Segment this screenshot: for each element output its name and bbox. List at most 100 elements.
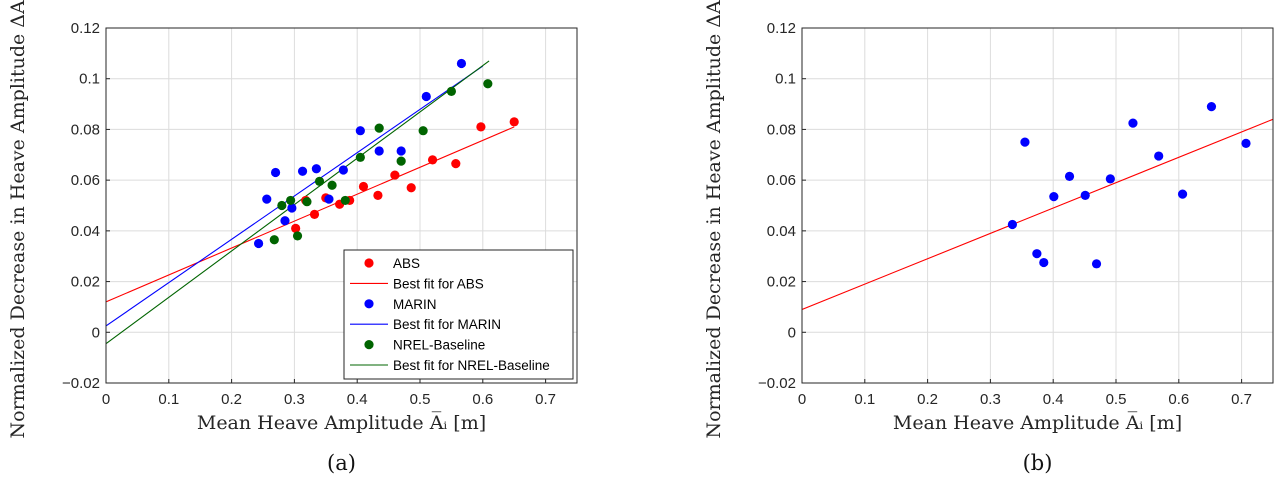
fit-line	[106, 65, 484, 327]
data-point	[1064, 171, 1075, 181]
chart-panel-b: 0 0.1 0.2 0.3 0.4 0.5 0.6 0.7−0.0200.020.040.06…	[703, 0, 1274, 475]
y-tick-label: 0	[92, 324, 100, 341]
y-tick-label: 0	[788, 324, 796, 341]
data-point	[254, 238, 264, 249]
plot-area	[802, 102, 1273, 310]
data-point	[277, 200, 287, 211]
legend-entry-label: ABS	[393, 256, 420, 271]
data-point	[390, 170, 400, 180]
data-point	[1128, 118, 1138, 128]
data-point	[311, 164, 321, 174]
data-point	[287, 203, 297, 213]
data-point	[355, 126, 365, 136]
data-point	[286, 195, 296, 206]
x-tick-label: 0.6	[1168, 391, 1189, 408]
data-point	[314, 176, 325, 187]
data-point	[373, 190, 383, 200]
data-point	[427, 155, 438, 165]
data-point	[340, 195, 350, 206]
fit-line	[802, 118, 1273, 310]
x-tick-label: 0.5	[1106, 391, 1127, 408]
data-point	[476, 122, 486, 132]
data-point	[509, 117, 519, 127]
x-tick-label: 0.1	[158, 391, 179, 408]
legend-marker	[364, 299, 374, 309]
data-point	[280, 216, 290, 226]
y-tick-label: −0.02	[62, 375, 100, 392]
panel-label: (a)	[327, 451, 356, 475]
data-point	[1080, 190, 1090, 200]
data-point	[292, 231, 303, 241]
y-tick-label: 0.04	[71, 223, 100, 240]
data-point	[406, 183, 416, 193]
data-point	[374, 146, 384, 156]
data-point	[446, 86, 456, 96]
data-point	[1154, 151, 1164, 161]
data-point	[302, 197, 312, 207]
data-point	[358, 181, 369, 192]
data-point	[338, 165, 348, 175]
legend-entry-label: Best fit for NREL-Baseline	[393, 358, 550, 373]
legend-entry-label: Best fit for MARIN	[393, 317, 501, 332]
legend-entry-label: Best fit for ABS	[393, 276, 484, 291]
data-point	[309, 209, 320, 219]
fit-line	[106, 60, 490, 345]
x-tick-label: 0.4	[1043, 391, 1064, 408]
y-tick-label: 0.02	[767, 274, 796, 291]
legend-box	[343, 249, 574, 380]
x-tick-label: 0.2	[917, 391, 938, 408]
data-point	[324, 194, 334, 204]
data-point	[1049, 192, 1059, 202]
y-tick-label: −0.02	[758, 375, 796, 392]
x-tick-label: 0	[102, 391, 110, 408]
panel-label: (b)	[1023, 451, 1053, 475]
data-point	[1007, 219, 1017, 230]
x-tick-label: 0.4	[347, 391, 368, 408]
legend-entry-label: NREL-Baseline	[393, 338, 485, 353]
data-point	[1091, 259, 1102, 269]
data-point	[374, 123, 384, 133]
data-point	[270, 167, 281, 178]
data-point	[291, 223, 301, 233]
y-axis-label: Normalized Decrease in Heave Amplitude Δ…	[7, 0, 29, 439]
data-point	[483, 79, 493, 89]
data-point	[418, 126, 428, 136]
data-point	[1032, 249, 1042, 259]
plot-area	[106, 58, 519, 345]
legend-marker	[364, 258, 374, 268]
y-tick-label: 0.06	[767, 172, 796, 189]
x-tick-label: 0.1	[854, 391, 875, 408]
x-tick-label: 0.3	[284, 391, 305, 408]
data-point	[1206, 102, 1217, 112]
legend-entry-label: MARIN	[393, 297, 437, 312]
data-point	[1241, 138, 1251, 148]
data-point	[396, 146, 406, 156]
x-tick-label: 0.7	[535, 391, 556, 408]
x-tick-label: 0.3	[980, 391, 1001, 408]
data-point	[269, 235, 279, 245]
data-point	[355, 152, 365, 162]
y-tick-label: 0.1	[775, 71, 796, 88]
x-axis-label: Mean Heave Amplitude A̅ᵢ [m]	[197, 412, 486, 434]
data-point	[451, 159, 461, 169]
x-tick-label: 0.5	[410, 391, 431, 408]
data-point	[1105, 174, 1115, 184]
data-point	[327, 180, 337, 190]
y-axis-label: Normalized Decrease in Heave Amplitude Δ…	[703, 0, 725, 439]
data-point	[421, 91, 431, 102]
x-tick-label: 0.2	[221, 391, 242, 408]
axes-box	[801, 27, 1274, 384]
y-tick-label: 0.08	[71, 121, 100, 138]
y-tick-label: 0.12	[71, 20, 100, 37]
x-axis-label: Mean Heave Amplitude A̅ᵢ [m]	[893, 412, 1182, 434]
chart-panel-a: 0 0.1 0.2 0.3 0.4 0.5 0.6 0.7−0.0200.020.040.06…	[7, 0, 578, 475]
data-point	[456, 58, 467, 69]
data-point	[1177, 189, 1188, 199]
axes-box	[105, 27, 578, 384]
y-tick-label: 0.12	[767, 20, 796, 37]
y-tick-label: 0.06	[71, 172, 100, 189]
y-tick-label: 0.04	[767, 223, 796, 240]
legend: ABS Best fit for ABS MARIN Best fit for MAR…	[343, 249, 574, 380]
data-point	[396, 156, 406, 166]
